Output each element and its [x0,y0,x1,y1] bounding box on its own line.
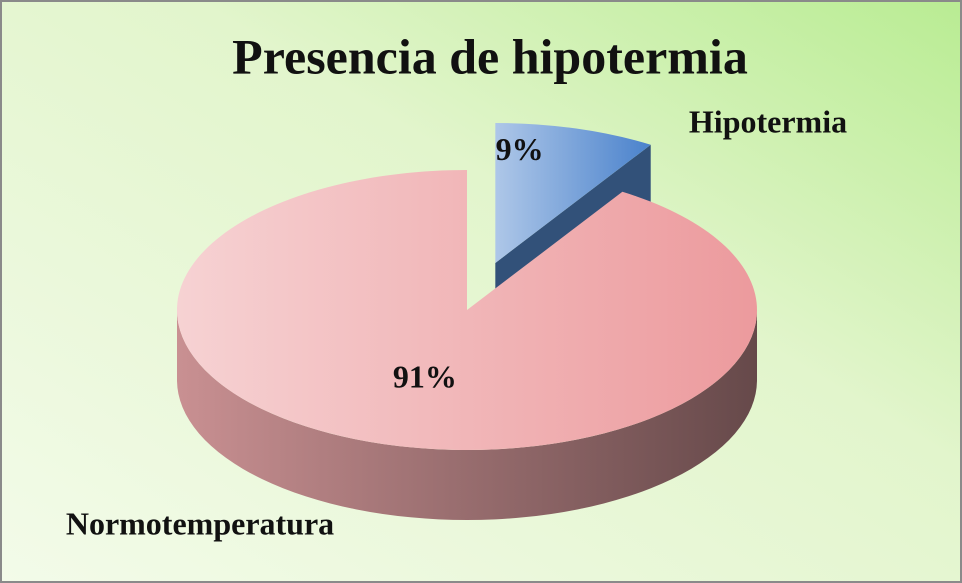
value-label: 9% [496,131,544,167]
chart-title: Presencia de hipotermia [232,28,748,84]
slice-side [177,310,757,520]
pie-slice [177,170,758,450]
category-label: Hipotermia [689,103,847,139]
value-label: 91% [393,358,457,394]
category-label: Normotemperatura [66,505,334,541]
pie-slice [495,122,651,263]
